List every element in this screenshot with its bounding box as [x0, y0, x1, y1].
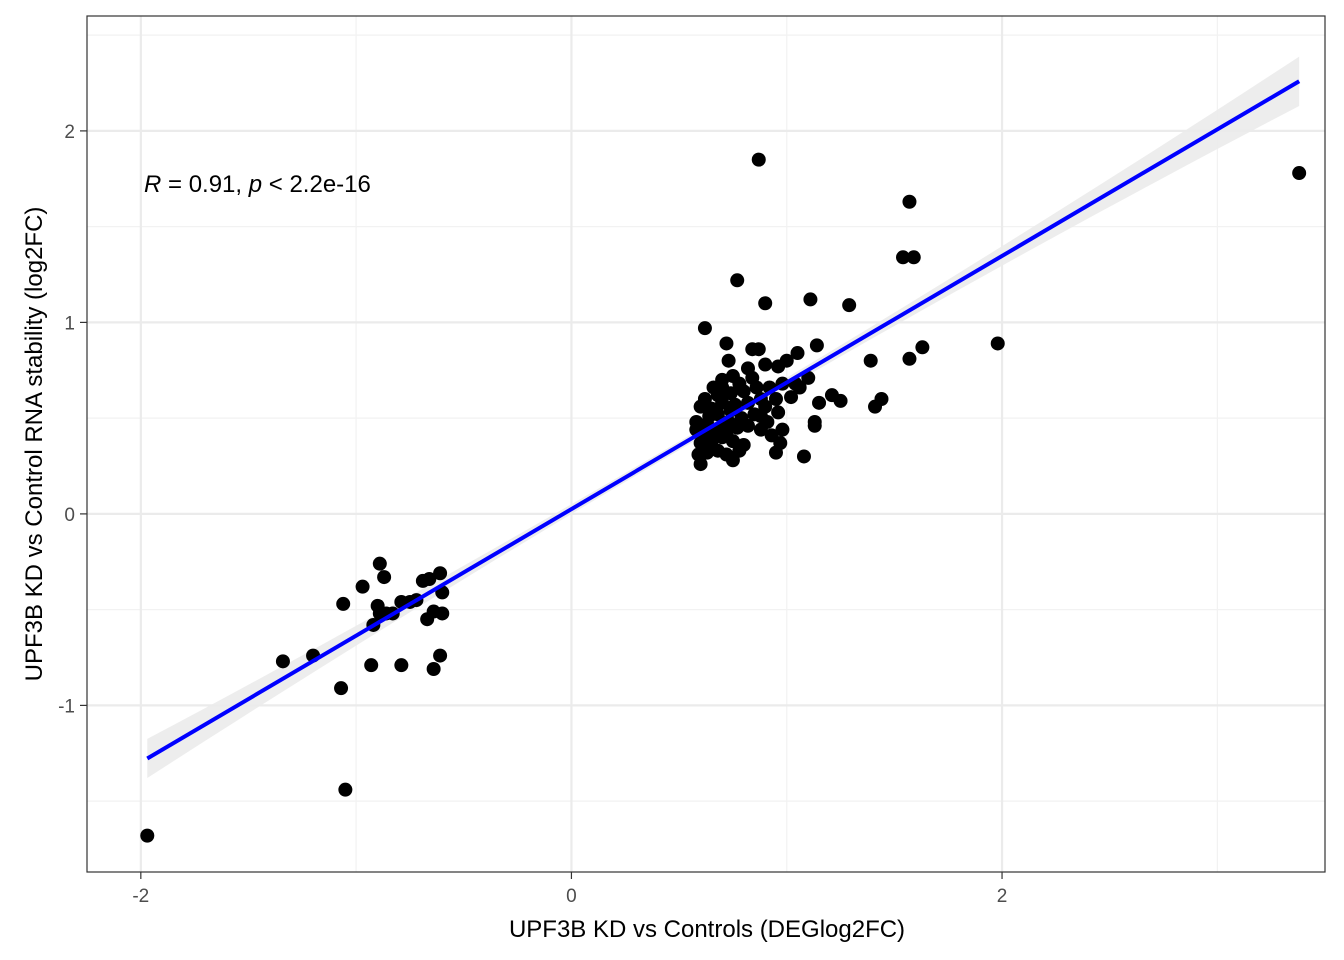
data-point — [697, 321, 712, 336]
data-point — [377, 570, 392, 585]
data-point — [775, 422, 790, 437]
data-point — [334, 681, 349, 696]
data-point — [140, 828, 155, 843]
data-point — [868, 399, 883, 414]
y-tick-label: 1 — [64, 313, 75, 334]
data-point — [1292, 166, 1307, 181]
data-point — [863, 353, 878, 368]
data-point — [902, 351, 917, 366]
regression-layer — [146, 79, 1301, 761]
data-point — [702, 409, 717, 424]
p-value: < 2.2e-16 — [262, 171, 371, 198]
r-symbol: R — [144, 171, 161, 198]
x-tick-label: 0 — [566, 886, 577, 907]
data-point — [902, 194, 917, 209]
data-point — [700, 445, 715, 460]
y-tick-label: 0 — [64, 505, 75, 526]
data-point — [721, 353, 736, 368]
data-point — [790, 346, 805, 361]
data-point — [730, 273, 745, 288]
data-point — [422, 572, 437, 587]
data-point — [779, 353, 794, 368]
data-point — [751, 342, 766, 357]
panel-border — [86, 15, 1326, 873]
data-point — [768, 445, 783, 460]
data-point — [915, 340, 930, 355]
data-point — [807, 418, 822, 433]
data-point — [990, 336, 1005, 351]
data-point — [745, 370, 760, 385]
data-point — [784, 390, 799, 405]
regression-line — [146, 79, 1301, 761]
data-point — [725, 453, 740, 468]
data-point — [433, 648, 448, 663]
r-value: = 0.91, — [161, 171, 248, 198]
data-point — [751, 152, 766, 167]
x-axis-title: UPF3B KD vs Controls (DEGlog2FC) — [509, 916, 905, 943]
data-point — [275, 654, 290, 669]
data-point — [338, 782, 353, 797]
data-point — [842, 298, 857, 313]
data-point — [719, 336, 734, 351]
correlation-annotation: R = 0.91, p < 2.2e-16 — [144, 171, 371, 198]
data-point — [420, 612, 435, 627]
y-tick-label: 2 — [64, 122, 75, 143]
data-point — [758, 357, 773, 372]
data-point — [771, 405, 786, 420]
p-symbol: p — [248, 171, 262, 198]
data-point — [753, 409, 768, 424]
axes-layer: -2 0 2 -1 0 1 2 — [58, 122, 1007, 907]
points-layer — [140, 152, 1307, 843]
data-point — [753, 422, 768, 437]
data-point — [364, 658, 379, 673]
data-point — [433, 566, 448, 581]
data-point — [372, 556, 387, 571]
y-tick-label: -1 — [58, 696, 75, 717]
data-point — [801, 370, 816, 385]
data-point — [715, 380, 730, 395]
data-point — [768, 391, 783, 406]
data-point — [812, 395, 827, 410]
data-point — [693, 457, 708, 472]
x-tick-label: 2 — [997, 886, 1008, 907]
y-axis-title: UPF3B KD vs Control RNA stability (log2F… — [21, 207, 48, 682]
data-point — [792, 380, 807, 395]
data-point — [896, 250, 911, 265]
data-point — [758, 296, 773, 311]
data-point — [906, 250, 921, 265]
data-point — [740, 418, 755, 433]
data-point — [809, 338, 824, 353]
data-point — [336, 596, 351, 611]
data-point — [435, 606, 450, 621]
data-point — [693, 399, 708, 414]
data-point — [833, 393, 848, 408]
data-point — [796, 449, 811, 464]
data-point — [730, 420, 745, 435]
data-point — [736, 384, 751, 399]
x-tick-label: -2 — [132, 886, 149, 907]
data-point — [355, 579, 370, 594]
data-point — [803, 292, 818, 307]
data-point — [394, 658, 409, 673]
data-point — [426, 662, 441, 677]
